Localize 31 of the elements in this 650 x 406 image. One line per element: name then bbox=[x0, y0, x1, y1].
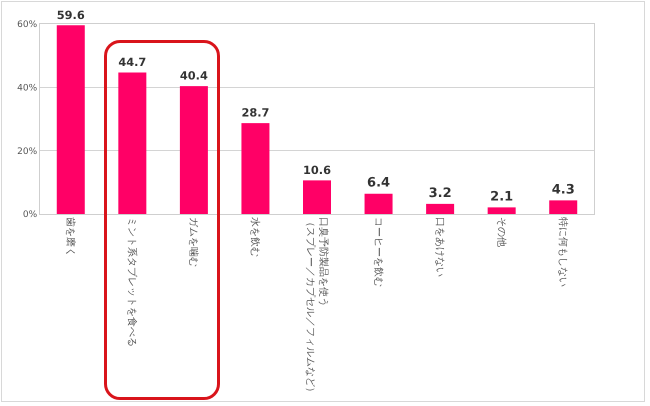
data-label: 3.2 bbox=[428, 186, 452, 201]
data-label: 6.4 bbox=[367, 176, 390, 191]
data-label: 2.1 bbox=[490, 189, 514, 204]
bar bbox=[241, 123, 270, 214]
x-tick-label: その他 bbox=[495, 217, 508, 247]
x-tick-label: ミント系タブレットを食べる bbox=[126, 217, 138, 347]
bar bbox=[549, 200, 578, 214]
x-tick-label: 水を飲む bbox=[249, 217, 262, 257]
x-tick-label: 特に何もしない bbox=[556, 217, 569, 287]
bar bbox=[303, 180, 331, 214]
bar bbox=[364, 194, 393, 214]
data-label: 44.7 bbox=[118, 54, 146, 69]
x-tick-label: 歯を磨く bbox=[64, 217, 77, 257]
y-tick-label: 60% bbox=[17, 20, 38, 30]
bar bbox=[426, 204, 454, 214]
data-label: 4.3 bbox=[552, 182, 575, 198]
y-tick-label: 0% bbox=[22, 210, 38, 220]
bar bbox=[56, 25, 85, 214]
x-tick-label: ガムを噛む bbox=[188, 217, 200, 267]
data-label: 59.6 bbox=[56, 8, 85, 22]
bar bbox=[180, 86, 208, 214]
y-tick-label: 40% bbox=[17, 83, 38, 94]
x-tick-label: 口をあけない bbox=[434, 217, 445, 277]
data-label: 28.7 bbox=[241, 106, 270, 120]
x-tick-label: コーヒーを飲む bbox=[372, 217, 384, 287]
data-label: 10.6 bbox=[303, 162, 332, 177]
y-tick-label: 20% bbox=[17, 146, 38, 157]
x-tick-label: 口臭予防製品を使う（スプレー／カプセル／フィルムなど） bbox=[304, 217, 330, 397]
data-label: 40.4 bbox=[180, 68, 208, 83]
bar bbox=[488, 207, 516, 214]
bar bbox=[118, 72, 146, 214]
